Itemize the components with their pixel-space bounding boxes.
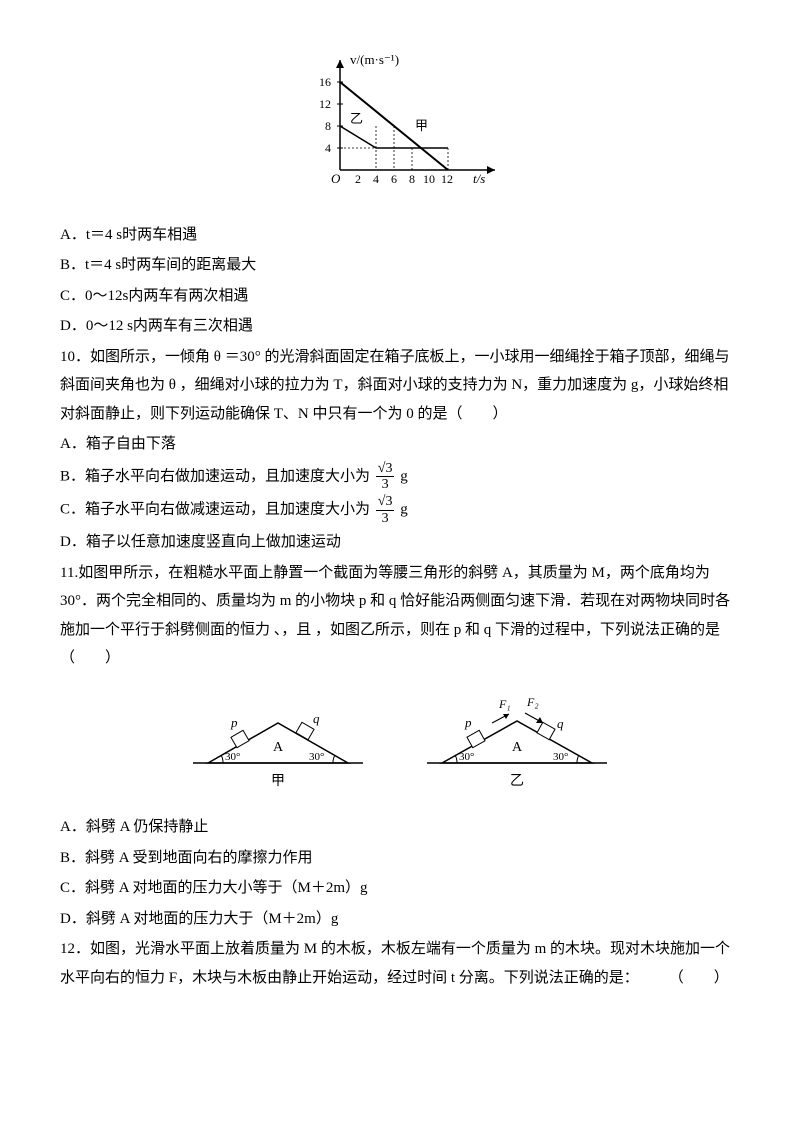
fig-jia: 30° 30° A p q 甲 xyxy=(183,683,373,804)
q11-opt-a: A．斜劈 A 仍保持静止 xyxy=(60,813,740,842)
q12-stem: 12．如图，光滑水平面上放着质量为 M 的木板，木板左端有一个质量为 m 的木块… xyxy=(60,935,740,992)
svg-text:p: p xyxy=(464,715,472,730)
svg-text:30°: 30° xyxy=(309,751,324,763)
svg-text:q: q xyxy=(313,711,320,726)
svg-text:4: 4 xyxy=(325,141,331,155)
fig-yi: 30° 30° A p q F₁ F₂ 乙 xyxy=(417,683,617,804)
velocity-time-graph: v/(m·s⁻¹) 16 12 8 4 2 4 6 8 10 12 O t/s … xyxy=(60,50,740,211)
svg-text:16: 16 xyxy=(319,75,331,89)
svg-text:6: 6 xyxy=(391,172,397,186)
q10-opt-a: A．箱子自由下落 xyxy=(60,430,740,459)
graph-ylabel: v/(m·s⁻¹) xyxy=(350,52,399,67)
svg-text:30°: 30° xyxy=(459,751,474,763)
svg-text:30°: 30° xyxy=(553,751,568,763)
q11-stem: 11.如图甲所示，在粗糙水平面上静置一个截面为等腰三角形的斜劈 A，其质量为 M… xyxy=(60,559,740,673)
svg-text:12: 12 xyxy=(441,172,453,186)
q9-opt-c: C．0～12s内两车有两次相遇 xyxy=(60,282,740,311)
svg-text:8: 8 xyxy=(325,119,331,133)
svg-text:30°: 30° xyxy=(225,751,240,763)
svg-text:12: 12 xyxy=(319,97,331,111)
q11-opt-b: B．斜劈 A 受到地面向右的摩擦力作用 xyxy=(60,844,740,873)
q9-opt-b: B．t＝4 s时两车间的距离最大 xyxy=(60,251,740,280)
svg-text:甲: 甲 xyxy=(271,774,285,789)
svg-text:10: 10 xyxy=(423,172,435,186)
q10-opt-d: D．箱子以任意加速度竖直向上做加速运动 xyxy=(60,528,740,557)
q10-stem: 10．如图所示，一倾角 θ ＝30° 的光滑斜面固定在箱子底板上，一小球用一细绳… xyxy=(60,343,740,429)
q9-opt-d: D．0～12 s内两车有三次相遇 xyxy=(60,312,740,341)
svg-text:t/s: t/s xyxy=(473,171,485,186)
label-jia: 甲 xyxy=(415,118,428,133)
fraction-c: √33 xyxy=(376,494,395,526)
fraction-b: √33 xyxy=(376,461,395,493)
svg-text:乙: 乙 xyxy=(510,773,524,789)
svg-text:O: O xyxy=(331,171,341,186)
q11-opt-c: C．斜劈 A 对地面的压力大小等于（M＋2m）g xyxy=(60,874,740,903)
svg-text:F₁: F₁ xyxy=(498,697,511,711)
svg-text:F₂: F₂ xyxy=(526,695,539,709)
graph-svg: v/(m·s⁻¹) 16 12 8 4 2 4 6 8 10 12 O t/s … xyxy=(295,50,505,200)
triangle-figures: 30° 30° A p q 甲 30° 30° A p q F₁ xyxy=(60,683,740,804)
svg-text:A: A xyxy=(512,740,523,755)
q10-opt-b: B．箱子水平向右做加速运动，且加速度大小为 √33 g xyxy=(60,461,740,493)
svg-text:8: 8 xyxy=(409,172,415,186)
svg-text:4: 4 xyxy=(373,172,379,186)
svg-text:2: 2 xyxy=(355,172,361,186)
q11-opt-d: D．斜劈 A 对地面的压力大于（M＋2m）g xyxy=(60,905,740,934)
svg-text:p: p xyxy=(230,715,238,730)
svg-text:q: q xyxy=(557,716,564,731)
svg-text:A: A xyxy=(273,740,284,755)
q10-opt-c: C．箱子水平向右做减速运动，且加速度大小为 √33 g xyxy=(60,494,740,526)
label-yi: 乙 xyxy=(350,111,363,126)
q9-opt-a: A．t＝4 s时两车相遇 xyxy=(60,221,740,250)
